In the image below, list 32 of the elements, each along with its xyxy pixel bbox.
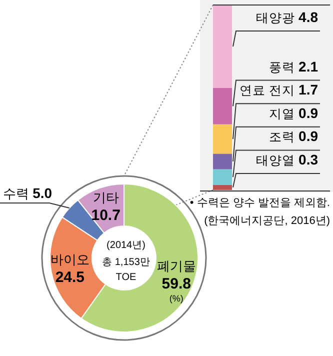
bar xyxy=(213,154,232,170)
text: (%) xyxy=(169,294,184,304)
data-label: 0.9 xyxy=(298,104,318,121)
bar xyxy=(213,88,232,124)
slice-label: 폐기물 xyxy=(156,258,196,274)
series-label: 태양광 xyxy=(256,11,299,25)
data-label: 1.7 xyxy=(298,82,318,98)
slice-label: 바이오 xyxy=(50,252,90,268)
bar xyxy=(213,124,232,154)
data-label: 5.0 xyxy=(32,185,52,202)
text: 조력 xyxy=(269,130,299,144)
data-label: 0.3 xyxy=(298,152,318,168)
bar xyxy=(213,169,232,185)
text: • 수력은 양수 발전을 제외함. xyxy=(190,197,330,209)
bar xyxy=(213,5,232,88)
text: 풍력 xyxy=(269,60,299,74)
data-label: 2.1 xyxy=(298,58,318,74)
text: 총 1,153만 xyxy=(102,257,150,268)
text: (2014년) xyxy=(106,240,146,251)
data-label: 10.7 xyxy=(91,207,120,224)
data-label: 0.9 xyxy=(298,128,318,144)
bar xyxy=(213,184,232,190)
data-label: 24.5 xyxy=(55,269,85,286)
data-label: 4.8 xyxy=(298,9,318,25)
slice-label: 수력 xyxy=(3,186,33,202)
text: 태양열 xyxy=(256,154,299,168)
slice-label: 기타 xyxy=(92,190,119,206)
text: 지열 xyxy=(269,106,299,121)
data-label: 59.8 xyxy=(162,276,192,293)
text: (한국에너지공단, 2016년) xyxy=(204,215,330,227)
text: TOE xyxy=(116,272,137,283)
text: 연료 전지 xyxy=(240,84,299,98)
